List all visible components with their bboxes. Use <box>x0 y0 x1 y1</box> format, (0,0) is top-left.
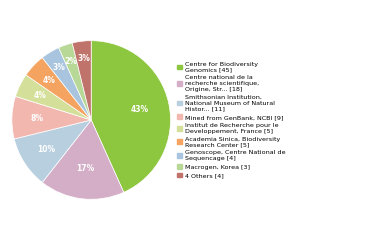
Text: 8%: 8% <box>31 114 44 123</box>
Text: 2%: 2% <box>65 57 78 66</box>
Legend: Centre for Biodiversity
Genomics [45], Centre national de la
recherche scientifi: Centre for Biodiversity Genomics [45], C… <box>176 60 287 180</box>
Text: 10%: 10% <box>37 145 55 154</box>
Wedge shape <box>72 41 91 120</box>
Wedge shape <box>91 41 171 192</box>
Text: 17%: 17% <box>76 164 94 173</box>
Text: 4%: 4% <box>33 90 46 100</box>
Wedge shape <box>14 120 91 182</box>
Wedge shape <box>16 75 91 120</box>
Text: 3%: 3% <box>53 63 66 72</box>
Text: 4%: 4% <box>43 76 56 85</box>
Wedge shape <box>26 58 91 120</box>
Wedge shape <box>42 48 91 120</box>
Wedge shape <box>12 96 91 139</box>
Wedge shape <box>59 43 91 120</box>
Wedge shape <box>42 120 124 199</box>
Text: 43%: 43% <box>130 105 148 114</box>
Text: 3%: 3% <box>77 54 90 63</box>
